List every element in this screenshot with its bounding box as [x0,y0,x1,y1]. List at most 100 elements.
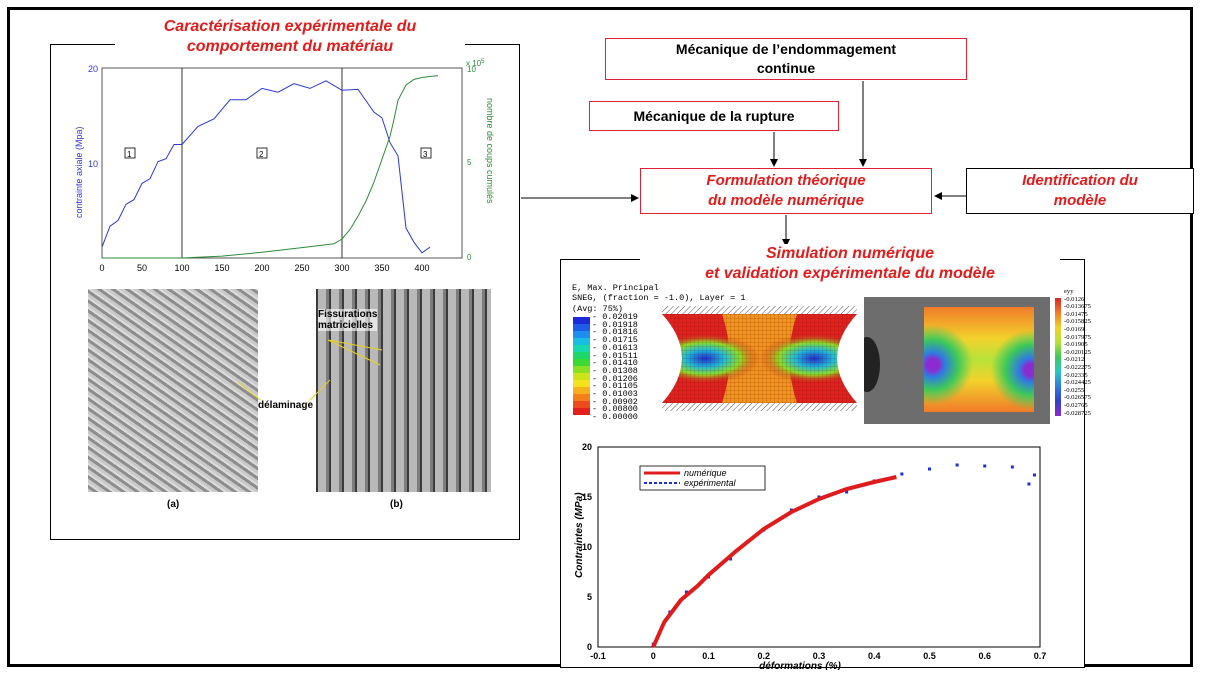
legend-experimental: expérimental [684,478,737,488]
experimental-title-line1: Caractérisation expérimentale du [163,18,417,35]
colorbar-value: - 0.01715 [592,335,638,346]
caption-b: (b) [390,499,403,510]
endommagement-box: Mécanique de l’endommagement continue [605,38,967,80]
x-tick-label: 0.6 [978,651,991,661]
x-tick-label: 0.4 [868,651,881,661]
y2-tick-10: 10 [467,65,476,74]
colorbar-value: - 0.01308 [592,365,638,376]
simulation-title-line2: et validation expérimentale du modèle [705,265,995,282]
formulation-line1: Formulation théorique [706,171,866,189]
dic-scale-value: -0.02765 [1064,401,1088,409]
legend-numerique: numérique [684,468,727,478]
dic-scale-value: -0.013675 [1064,303,1091,311]
rupture-box: Mécanique de la rupture [589,101,839,131]
colorbar-swatch [573,373,590,380]
simulation-title: Simulation numérique et validation expér… [640,244,1060,284]
colorbar-swatch [573,352,590,359]
dic-color-scale [1055,298,1061,416]
colorbar-swatch [573,359,590,366]
identification-line2: modèle [1053,192,1107,209]
dic-scale-value: -0.026575 [1064,394,1091,402]
dic-scale-value: -0.028725 [1064,409,1091,417]
simulation-title-line1: Simulation numérique [765,245,934,262]
experimental-point [1027,482,1031,486]
experimental-point [983,464,987,468]
x-tick-label: 250 [294,263,309,273]
colorbar-value: - 0.02019 [592,312,638,322]
caption-a: (a) [167,499,180,510]
experimental-title-line2: comportement du matériau [186,38,394,55]
y-tick-label: 15 [582,492,592,502]
zone-1: 1 [127,150,132,159]
x-tick-label: 0.7 [1034,651,1047,661]
dic-scale-value: -0.022275 [1064,363,1091,371]
colorbar-swatch [573,380,590,387]
dic-scale-value: -0.01905 [1064,341,1088,349]
stress-series-line [101,80,431,254]
colorbar-value: - 0.01816 [592,327,638,338]
colorbar-swatch [573,317,590,324]
dic-scale-value: -0.0126 [1064,295,1085,303]
experimental-point [684,590,688,594]
dic-scale-value: -0.0255 [1064,386,1085,394]
fissurations-text: Fissurations [318,309,378,320]
fe-mesh-model [662,306,857,411]
micrograph-a [88,289,258,492]
y-axis-right-label: nombre de coups cumulés [485,98,495,204]
colorbar-swatch [573,345,590,352]
fatigue-chart: 0 50 100 150 200 250 300 350 400 20 10 10 5 0 x … [74,59,495,273]
x-tick-label: 0.1 [702,651,715,661]
colorbar-swatch [573,324,590,331]
x-tick-label: 400 [414,263,429,273]
x-tick-label: 150 [214,263,229,273]
dic-scale-header: eyy [1064,288,1074,295]
colorbar-value: - 0.00902 [592,396,638,407]
matricielles-text: matricielles [318,320,374,331]
colorbar-swatch [573,387,590,394]
experimental-point [900,472,904,476]
dic-scale-value: -0.01475 [1064,310,1088,318]
endommagement-line1: Mécanique de l’endommagement [675,41,897,58]
y-tick-label: 10 [582,542,592,552]
identification-box: Identification du modèle [966,168,1194,214]
dic-scale-value: -0.017975 [1064,333,1091,341]
x-tick-label: 200 [254,263,269,273]
x-tick-label: 0 [99,263,104,273]
colorbar-swatch [573,366,590,373]
y-axis-left-label: contrainte axiale (Mpa) [74,126,84,218]
fissurations-label: Fissurations matricielles [318,309,378,331]
y-tick-10: 10 [88,159,98,169]
experimental-point [1010,465,1014,469]
zone-2: 2 [259,150,264,159]
dic-scale-value: -0.02335 [1064,371,1088,379]
y2-exponent: x 105 [466,59,485,68]
colorbar-value: - 0.00800 [592,404,638,415]
colorbar-value: - 0.01918 [592,319,638,330]
colorbar-swatch [573,408,590,415]
y-tick-label: 5 [587,592,592,602]
formulation-line2: du modèle numérique [708,192,864,209]
micrograph-b [316,289,491,492]
x-tick-label: 0.3 [813,651,826,661]
experimental-point [928,467,931,471]
x-tick-label: 0 [651,651,656,661]
colorbar-value: - 0.00000 [592,412,638,423]
dic-scale-value: -0.015825 [1064,318,1091,326]
numerique-series-line [651,475,897,648]
colorbar-swatch [573,394,590,401]
colorbar-swatch [573,338,590,345]
x-tick-label: -0.1 [590,651,606,661]
dic-scale-value: -0.0212 [1064,356,1085,364]
experimental-point [1032,473,1036,477]
x-tick-label: 300 [334,263,349,273]
dic-scale-value: -0.020125 [1064,348,1091,356]
x-tick-label: 0.2 [757,651,770,661]
x-tick-label: 0.5 [923,651,936,661]
dic-scale-value: -0.024425 [1064,379,1091,387]
colorbar-swatch [573,331,590,338]
experimental-title: Caractérisation expérimentale du comport… [115,17,465,57]
colorbar-value: - 0.01613 [592,342,638,353]
x-tick-label: 350 [374,263,389,273]
endommagement-line2: continue [756,60,816,76]
